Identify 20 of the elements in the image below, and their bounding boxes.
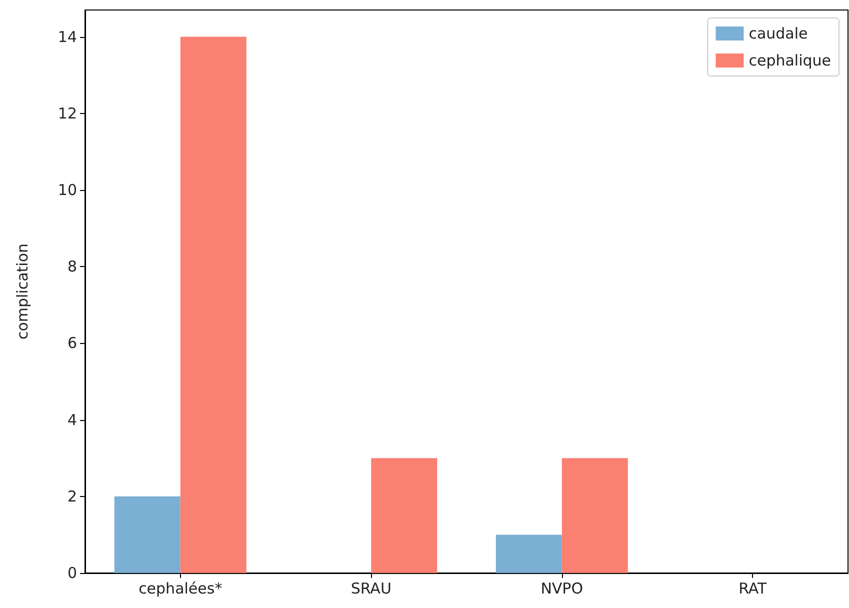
y-tick-label: 6 (67, 334, 77, 352)
y-tick-label: 10 (58, 181, 77, 200)
x-tick-label: NVPO (540, 580, 584, 598)
x-tick-label: SRAU (350, 580, 392, 598)
y-tick-label: 14 (58, 28, 77, 46)
bar (180, 36, 246, 573)
y-tick-label: 0 (67, 564, 77, 582)
bar (371, 458, 438, 573)
bar (562, 458, 628, 573)
y-tick-label: 12 (58, 104, 77, 122)
bar (496, 534, 562, 573)
y-axis-title: complication (14, 243, 32, 340)
y-tick-label: 4 (67, 410, 77, 429)
legend-label: cephalique (748, 52, 832, 70)
legend-label: caudale (748, 24, 808, 42)
x-tick-label: cephalées* (138, 580, 223, 598)
bar (114, 496, 180, 573)
y-tick-label: 2 (67, 487, 77, 506)
x-tick-label: RAT (738, 580, 768, 598)
y-tick-label: 8 (67, 258, 77, 276)
